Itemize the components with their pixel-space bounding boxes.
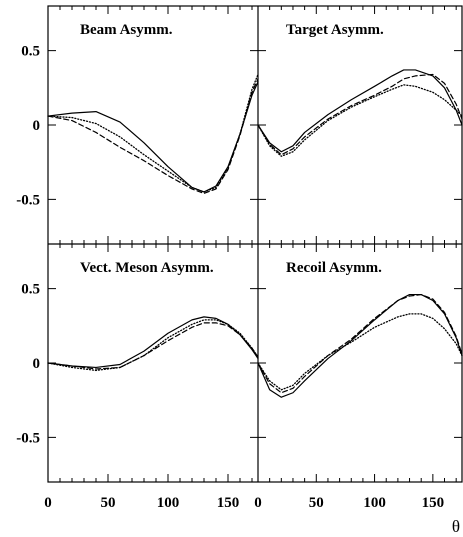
- xtick-label: 100: [157, 495, 180, 511]
- ytick-label: 0.5: [21, 282, 40, 298]
- frame-layer: [47, 5, 463, 483]
- xtick-label: 50: [309, 495, 324, 511]
- series-solid-bottom-left: [47, 316, 259, 369]
- ytick-label: 0.5: [21, 44, 40, 60]
- series-dotted-top-left: [47, 73, 259, 193]
- ytick-label: 0: [33, 118, 41, 134]
- series-dashed-top-right: [257, 73, 463, 156]
- ytick-label: 0: [33, 356, 41, 372]
- series-solid-top-left: [47, 81, 259, 193]
- panel-bottom-left: Vect. Meson Asymm.: [47, 244, 259, 482]
- xtick-label: 150: [422, 495, 445, 511]
- xtick-label: 50: [101, 495, 116, 511]
- panel-bottom-right: Recoil Asymm.: [257, 244, 463, 482]
- xtick-label: 150: [217, 495, 240, 511]
- series-solid-top-right: [257, 69, 463, 153]
- panel-top-left: Beam Asymm.: [47, 6, 259, 244]
- xtick-label: 0: [254, 495, 262, 511]
- xtick-label: 100: [363, 495, 386, 511]
- series-dotted-bottom-left: [47, 319, 259, 372]
- ytick-label: -0.5: [16, 430, 40, 446]
- panel-title-bottom-right: Recoil Asymm.: [286, 260, 382, 276]
- series-solid-bottom-right: [257, 293, 463, 398]
- series-dashed-bottom-left: [47, 322, 259, 370]
- series-dotted-bottom-right: [257, 313, 463, 391]
- panel-top-right: Target Asymm.: [257, 6, 463, 244]
- panel-title-top-right: Target Asymm.: [286, 22, 384, 38]
- panel-title-bottom-left: Vect. Meson Asymm.: [80, 260, 214, 276]
- x-axis-title: θ: [452, 517, 460, 536]
- series-dashed-top-left: [47, 78, 259, 195]
- panels-layer: Beam Asymm. Target Asymm. Vect. Meson Asym…: [47, 6, 463, 482]
- labels-layer: 0.5 0 -0.5 0.5 0 -0.5 0 50 100 150 0 50 100 150 θ: [16, 44, 460, 536]
- xtick-label: 0: [44, 495, 52, 511]
- panel-title-top-left: Beam Asymm.: [80, 22, 173, 38]
- ytick-label: -0.5: [16, 192, 40, 208]
- series-dashed-bottom-right: [257, 293, 463, 394]
- series-dotted-top-right: [257, 84, 463, 157]
